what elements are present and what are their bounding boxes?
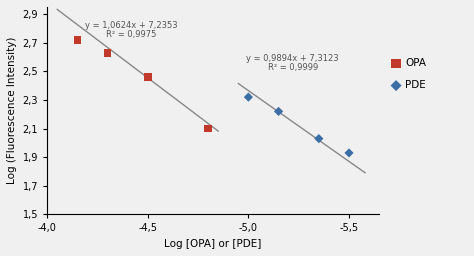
Text: y = 0,9894x + 7,3123: y = 0,9894x + 7,3123 xyxy=(246,54,339,63)
Text: R² = 0,9999: R² = 0,9999 xyxy=(267,63,318,72)
OPA xyxy=(204,126,212,131)
Text: y = 1,0624x + 7,2353: y = 1,0624x + 7,2353 xyxy=(85,20,178,29)
PDE xyxy=(275,109,283,113)
OPA xyxy=(144,75,152,79)
OPA xyxy=(104,51,111,55)
PDE xyxy=(315,136,323,141)
PDE xyxy=(245,95,252,99)
Legend: OPA, PDE: OPA, PDE xyxy=(388,54,430,94)
PDE xyxy=(345,151,353,155)
X-axis label: Log [OPA] or [PDE]: Log [OPA] or [PDE] xyxy=(164,239,262,249)
OPA xyxy=(73,38,81,42)
Y-axis label: Log (Fluorescence Intensity): Log (Fluorescence Intensity) xyxy=(7,37,17,184)
Text: R² = 0,9975: R² = 0,9975 xyxy=(107,30,157,39)
